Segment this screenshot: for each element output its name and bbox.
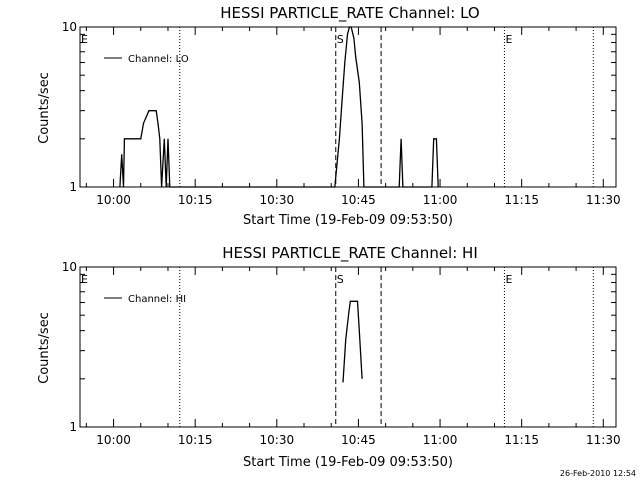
x-axis-label: Start Time (19-Feb-09 09:53:50) bbox=[243, 213, 453, 228]
y-tick-label: 1 bbox=[69, 180, 77, 194]
x-tick-label: 10:00 bbox=[96, 433, 131, 447]
y-tick-label: 10 bbox=[62, 20, 77, 34]
legend-label: Channel: HI bbox=[128, 294, 186, 305]
series-line bbox=[342, 300, 363, 383]
x-tick-label: 10:45 bbox=[341, 193, 376, 207]
x-tick-label: 11:30 bbox=[586, 433, 621, 447]
marker-label: S bbox=[337, 33, 344, 46]
chart-title: HESSI PARTICLE_RATE Channel: HI bbox=[222, 244, 478, 263]
x-tick-label: 10:30 bbox=[260, 433, 295, 447]
x-tick-label: 10:45 bbox=[341, 433, 376, 447]
x-axis-label: Start Time (19-Feb-09 09:53:50) bbox=[243, 455, 453, 470]
x-tick-label: 11:00 bbox=[423, 193, 458, 207]
x-tick-label: 11:15 bbox=[504, 433, 539, 447]
panel-hi: HESSI PARTICLE_RATE Channel: HI Start Ti… bbox=[37, 244, 621, 470]
plot-frame bbox=[79, 26, 617, 188]
y-tick-label: 10 bbox=[62, 260, 77, 274]
x-tick-label: 10:30 bbox=[260, 193, 295, 207]
x-tick-label: 10:15 bbox=[178, 193, 213, 207]
marker-label: E bbox=[81, 273, 88, 286]
y-axis-label: Counts/sec bbox=[37, 72, 52, 144]
footer-timestamp: 26-Feb-2010 12:54 bbox=[560, 469, 636, 478]
y-axis-label: Counts/sec bbox=[37, 312, 52, 384]
marker-label: E bbox=[81, 33, 88, 46]
x-tick-label: 11:30 bbox=[586, 193, 621, 207]
marker-label: S bbox=[337, 273, 344, 286]
x-tick-label: 11:00 bbox=[423, 433, 458, 447]
chart-title: HESSI PARTICLE_RATE Channel: LO bbox=[220, 4, 479, 23]
x-tick-label: 10:15 bbox=[178, 433, 213, 447]
x-tick-label: 11:15 bbox=[504, 193, 539, 207]
marker-label: E bbox=[505, 273, 512, 286]
legend-label: Channel: LO bbox=[128, 54, 189, 65]
x-tick-label: 10:00 bbox=[96, 193, 131, 207]
y-tick-label: 1 bbox=[69, 420, 77, 434]
panel-lo: HESSI PARTICLE_RATE Channel: LO Start Ti… bbox=[37, 4, 621, 228]
marker-label: E bbox=[505, 33, 512, 46]
plot-frame bbox=[79, 266, 617, 428]
series-line bbox=[119, 26, 439, 188]
